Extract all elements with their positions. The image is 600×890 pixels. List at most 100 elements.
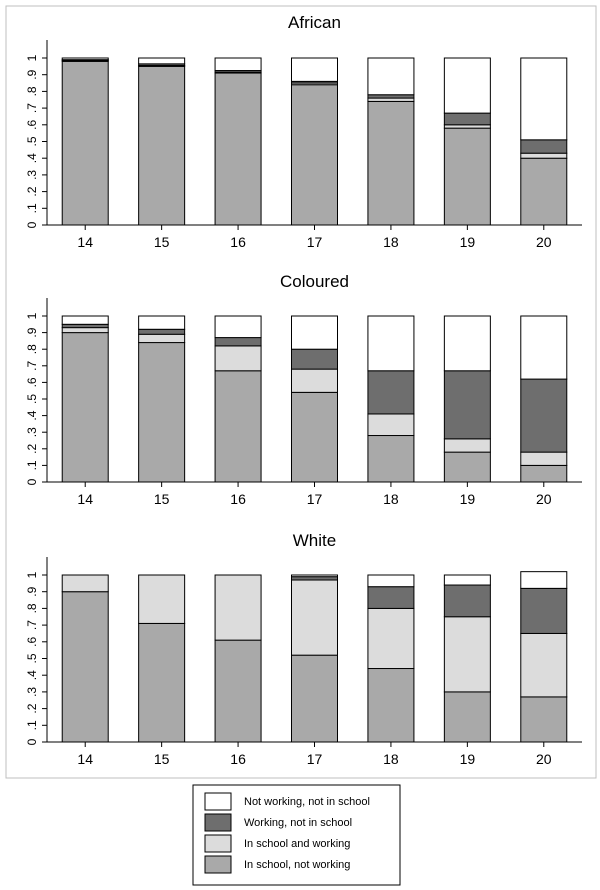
x-tick-label: 19 — [460, 234, 476, 250]
bar-segment-in-school-not-working-age-16 — [214, 370, 262, 483]
x-tick-label: 20 — [536, 491, 552, 507]
x-tick-label: 20 — [536, 751, 552, 767]
y-tick-label: .3 — [25, 170, 39, 180]
y-tick-label: .4 — [25, 153, 39, 163]
bar-segment-in-school-not-working-age-14 — [61, 332, 109, 483]
legend-label-in-school-not-working: In school, not working — [244, 859, 350, 871]
bar-segment-not-working-not-in-school-age-15 — [138, 57, 186, 65]
bar-segment-in-school-and-working-age-18 — [367, 607, 415, 670]
y-tick-label: 0 — [25, 738, 39, 745]
y-tick-label: .5 — [25, 394, 39, 404]
x-tick-label: 14 — [77, 751, 93, 767]
bar-segment-working-not-in-school-age-18 — [367, 370, 415, 415]
y-tick-label: .1 — [25, 460, 39, 470]
legend-swatch-working-not-in-school — [204, 813, 232, 832]
panel-title: African — [288, 13, 341, 32]
x-tick-label: 15 — [154, 491, 170, 507]
bar-segment-in-school-and-working-age-14 — [61, 574, 109, 593]
bar-segment-working-not-in-school-age-18 — [367, 94, 415, 99]
bar-segment-in-school-and-working-age-14 — [61, 327, 109, 334]
bar-segment-in-school-and-working-age-17 — [291, 579, 338, 656]
x-tick-label: 19 — [460, 751, 476, 767]
bar-segment-not-working-not-in-school-age-20 — [520, 571, 568, 589]
bar-segment-in-school-not-working-age-14 — [61, 60, 109, 226]
y-tick-label: .1 — [25, 203, 39, 213]
legend-swatch-in-school-and-working — [204, 834, 232, 853]
bar-segment-working-not-in-school-age-19 — [443, 112, 491, 126]
bar-segment-in-school-not-working-age-16 — [214, 639, 262, 743]
bar-segment-working-not-in-school-age-15 — [138, 328, 186, 335]
bar-segment-working-not-in-school-age-20 — [520, 587, 568, 634]
x-tick-label: 17 — [307, 751, 323, 767]
bar-segment-in-school-and-working-age-16 — [214, 574, 262, 641]
bar-segment-not-working-not-in-school-age-19 — [443, 315, 491, 372]
y-tick-label: .2 — [25, 186, 39, 196]
legend: Not working, not in school Working, not i… — [192, 784, 401, 886]
x-tick-label: 15 — [154, 234, 170, 250]
y-tick-label: .1 — [25, 720, 39, 730]
bar-segment-working-not-in-school-age-16 — [214, 337, 262, 347]
bar-segment-in-school-not-working-age-19 — [443, 127, 491, 226]
y-tick-label: .2 — [25, 443, 39, 453]
x-tick-label: 18 — [383, 234, 399, 250]
y-tick-label: .4 — [25, 670, 39, 680]
y-tick-label: .6 — [25, 636, 39, 646]
y-tick-label: 1 — [25, 54, 39, 61]
bar-segment-in-school-not-working-age-15 — [138, 622, 186, 743]
bar-segment-in-school-and-working-age-20 — [520, 451, 568, 466]
bar-segment-not-working-not-in-school-age-18 — [367, 57, 415, 96]
y-tick-label: .7 — [25, 620, 39, 630]
bar-segment-not-working-not-in-school-age-14 — [61, 57, 109, 61]
y-tick-label: 1 — [25, 571, 39, 578]
bar-segment-not-working-not-in-school-age-16 — [214, 57, 262, 72]
bar-segment-in-school-not-working-age-20 — [520, 696, 568, 743]
x-tick-label: 18 — [383, 751, 399, 767]
x-tick-label: 16 — [230, 234, 246, 250]
x-tick-label: 17 — [307, 491, 323, 507]
bar-segment-in-school-and-working-age-15 — [138, 333, 186, 344]
bar-segment-in-school-not-working-age-15 — [138, 342, 186, 483]
bar-segment-in-school-not-working-age-18 — [367, 668, 415, 743]
y-tick-label: .5 — [25, 136, 39, 146]
bar-segment-in-school-and-working-age-16 — [214, 345, 262, 372]
bar-segment-not-working-not-in-school-age-17 — [291, 315, 338, 350]
bar-segment-working-not-in-school-age-20 — [520, 139, 568, 154]
y-tick-label: .8 — [25, 603, 39, 613]
y-tick-label: .7 — [25, 360, 39, 370]
y-tick-label: .6 — [25, 119, 39, 129]
bar-segment-not-working-not-in-school-age-18 — [367, 574, 415, 588]
y-tick-label: .9 — [25, 69, 39, 79]
bar-segment-not-working-not-in-school-age-19 — [443, 574, 491, 586]
y-tick-label: 1 — [25, 312, 39, 319]
bar-segment-in-school-and-working-age-19 — [443, 438, 491, 453]
bar-segment-in-school-and-working-age-15 — [138, 574, 186, 624]
bar-segment-in-school-not-working-age-14 — [61, 591, 109, 743]
y-tick-label: .8 — [25, 86, 39, 96]
x-tick-label: 18 — [383, 491, 399, 507]
y-tick-label: 0 — [25, 221, 39, 228]
bar-segment-not-working-not-in-school-age-18 — [367, 315, 415, 372]
bar-segment-in-school-and-working-age-18 — [367, 413, 415, 437]
bar-segment-in-school-not-working-age-18 — [367, 435, 415, 483]
panel-title: Coloured — [280, 272, 349, 291]
y-tick-label: .7 — [25, 103, 39, 113]
y-tick-label: .4 — [25, 410, 39, 420]
legend-label-working-not-in-school: Working, not in school — [244, 817, 352, 829]
bar-segment-in-school-and-working-age-17 — [291, 368, 338, 393]
panel-white: White 0 .1 .2 .3 .4 .5 .6 .7 .8 .9 1 14 15 16 17 18 19 20 — [25, 531, 582, 767]
bar-segment-in-school-not-working-age-17 — [291, 391, 338, 483]
y-tick-label: .3 — [25, 427, 39, 437]
y-tick-label: .9 — [25, 586, 39, 596]
bar-segment-in-school-not-working-age-18 — [367, 100, 415, 226]
x-tick-label: 16 — [230, 491, 246, 507]
legend-swatch-in-school-not-working — [204, 855, 232, 874]
bar-segment-in-school-and-working-age-20 — [520, 152, 568, 159]
bar-segment-in-school-and-working-age-19 — [443, 124, 491, 129]
bar-segment-in-school-not-working-age-19 — [443, 691, 491, 743]
bar-segment-working-not-in-school-age-18 — [367, 586, 415, 609]
y-tick-label: .3 — [25, 687, 39, 697]
bar-segment-not-working-not-in-school-age-20 — [520, 57, 568, 141]
panel-coloured: Coloured 0 .1 .2 .3 .4 .5 .6 .7 .8 .9 1 14 15 16 17 18 19… — [25, 272, 582, 507]
bar-segment-in-school-not-working-age-17 — [291, 654, 338, 743]
bar-segment-in-school-not-working-age-20 — [520, 464, 568, 483]
